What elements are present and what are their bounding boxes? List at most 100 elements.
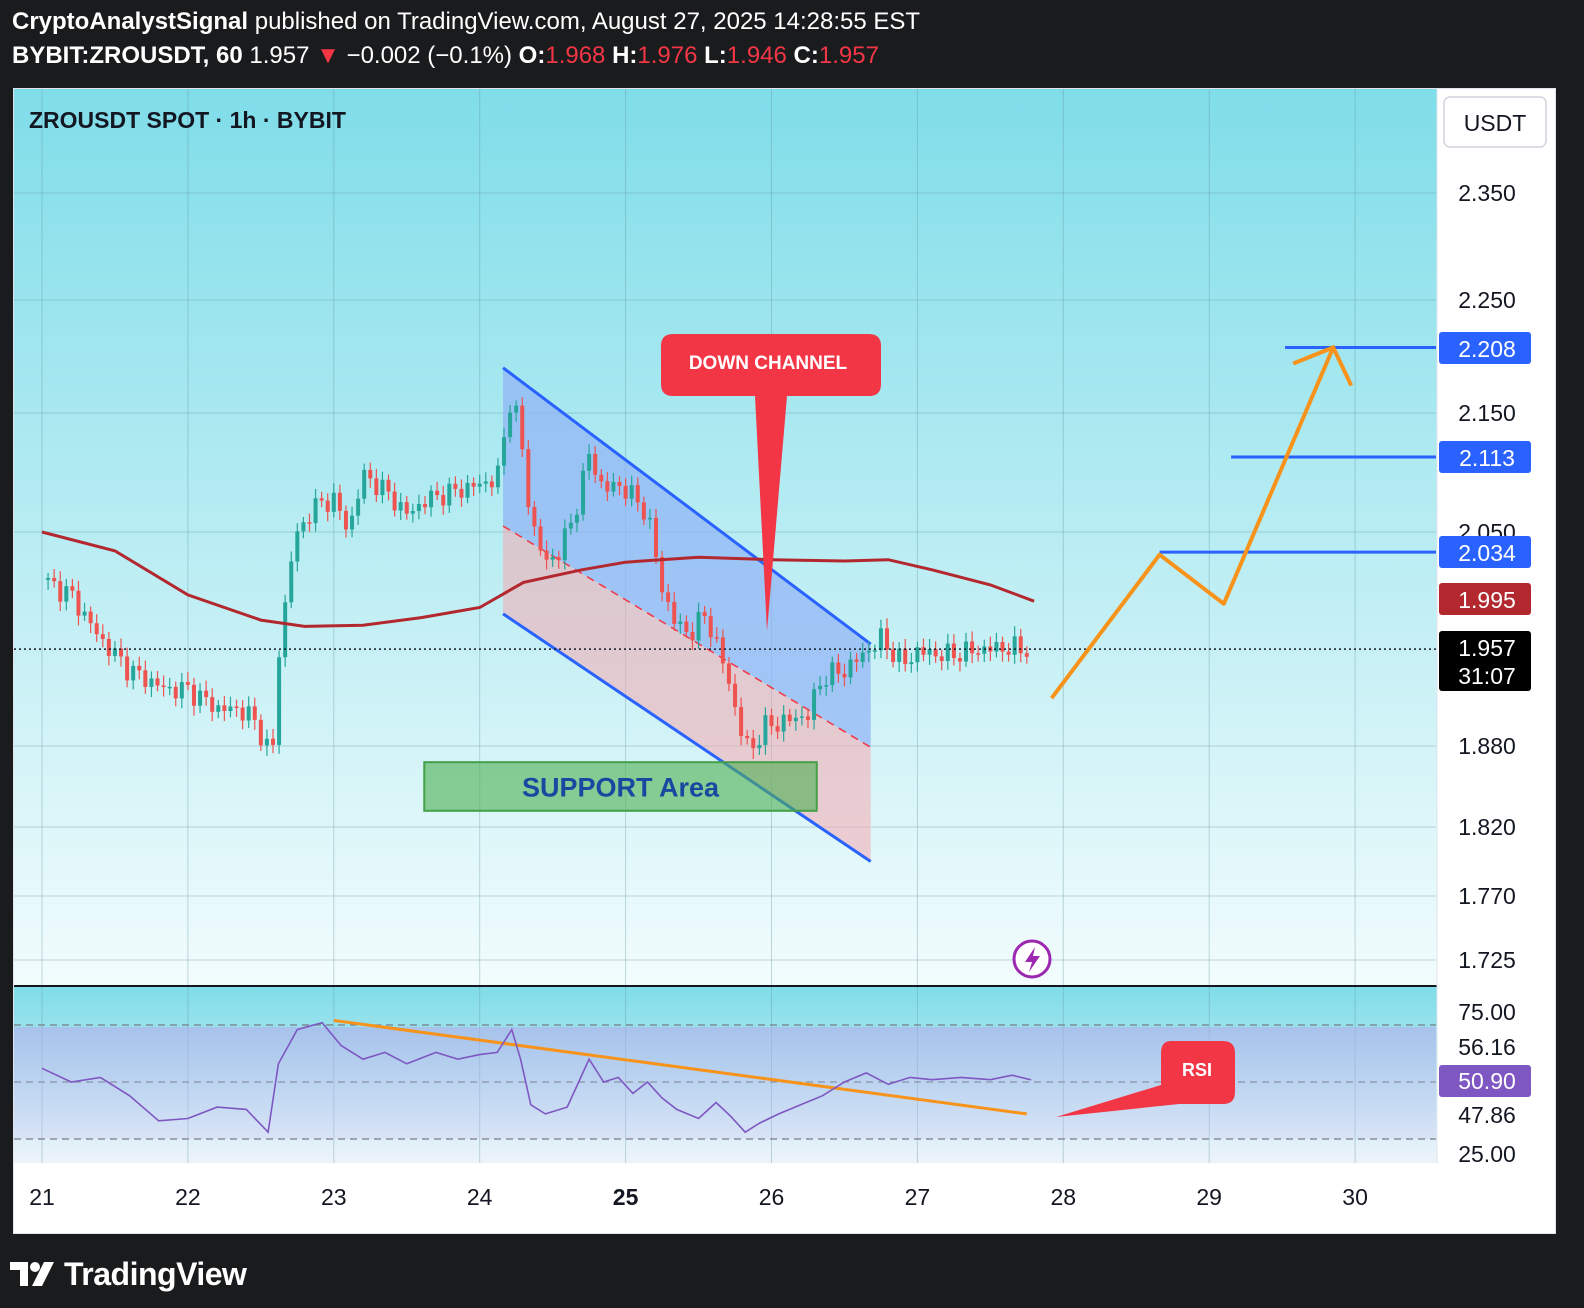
- symbol-info: BYBIT:ZROUSDT, 60 1.957 ▼ −0.002 (−0.1%)…: [12, 42, 879, 70]
- candle-body: [757, 744, 762, 749]
- tradingview-logo[interactable]: TradingView: [10, 1254, 247, 1294]
- candle-body: [891, 649, 896, 663]
- support-rectangle[interactable]: [423, 761, 818, 812]
- candle-body: [696, 611, 701, 641]
- candle-body: [416, 504, 421, 511]
- candle-body: [684, 621, 689, 632]
- time-tick-label: 21: [29, 1184, 55, 1210]
- candle-body: [240, 707, 245, 721]
- down-channel-callout[interactable]: DOWN CHANNEL: [661, 334, 881, 631]
- candle-body: [1024, 653, 1029, 657]
- price-axis[interactable]: [1437, 89, 1555, 1163]
- badge-last: [1439, 631, 1531, 691]
- projection-line: [1050, 346, 1336, 700]
- candle-body: [775, 726, 780, 732]
- time-axis[interactable]: 21 22 23 24 25 26 27 28 29 30: [29, 1184, 1368, 1210]
- candle-body: [526, 449, 531, 508]
- publish-info: CryptoAnalystSignal published on Trading…: [12, 8, 920, 36]
- candle-body: [331, 492, 336, 512]
- candle-body: [88, 611, 93, 624]
- candle-body: [94, 623, 99, 635]
- candle-body: [860, 652, 865, 662]
- rsi-value-1-box: [1439, 1031, 1531, 1063]
- support-zone[interactable]: SUPPORT Area: [423, 761, 818, 812]
- projection-arrowhead: [1292, 344, 1354, 387]
- rsi-trendline[interactable]: [333, 1018, 1028, 1116]
- candle-body: [957, 658, 962, 662]
- candle-body: [903, 648, 908, 665]
- candle-body: [568, 522, 573, 529]
- chart-title-text: ZROUSDT SPOT · 1h · BYBIT: [29, 107, 346, 133]
- badge-target-3-text: 2.208: [1458, 336, 1516, 362]
- candle-body: [666, 592, 671, 603]
- channel-upper-line: [502, 366, 872, 646]
- candle-body: [258, 719, 263, 746]
- candle-body: [307, 522, 312, 524]
- candle-body: [52, 577, 57, 582]
- tradingview-logo-icon: [10, 1262, 54, 1286]
- candle-body: [653, 517, 658, 558]
- candle-body: [818, 685, 823, 690]
- candle-body: [246, 706, 251, 721]
- candle-body: [739, 707, 744, 736]
- candle-body: [532, 507, 537, 527]
- candle-body: [951, 643, 956, 659]
- candle-body: [933, 649, 938, 657]
- candle-body: [100, 634, 105, 639]
- candle-body: [131, 665, 136, 681]
- moving-average-line[interactable]: [41, 530, 1035, 628]
- candle-body: [46, 577, 51, 580]
- rsi-callout-bubble: [1056, 1041, 1235, 1117]
- candle-body: [635, 485, 640, 503]
- candle-body: [76, 590, 81, 616]
- alert-icon[interactable]: [1012, 939, 1052, 979]
- rsi-callout[interactable]: RSI: [1056, 1041, 1235, 1117]
- channel-lower-line: [502, 612, 872, 863]
- symbol-label[interactable]: BYBIT:ZROUSDT, 60: [12, 42, 243, 69]
- rsi-value-3: 47.86: [1458, 1102, 1516, 1128]
- candle-body: [295, 531, 300, 562]
- projection-path[interactable]: [1050, 344, 1354, 700]
- target-lines[interactable]: [1159, 345, 1436, 554]
- candle-body: [647, 517, 652, 520]
- price-tick-label: 2.250: [1458, 287, 1516, 313]
- time-tick-label: 25: [613, 1184, 639, 1210]
- candle-body: [447, 483, 452, 506]
- candle-body: [927, 649, 932, 655]
- candle-body: [441, 495, 446, 506]
- rsi-lower-level: 25.00: [1458, 1141, 1516, 1167]
- candle-body: [471, 482, 476, 487]
- candle-body: [805, 716, 810, 720]
- price-tick-label: 1.725: [1458, 947, 1516, 973]
- candle-body: [781, 714, 786, 732]
- chart-frame[interactable]: SUPPORT Area DOWN CHANNEL RSI ZROUSDT SP…: [13, 88, 1556, 1234]
- candle-body: [824, 685, 829, 687]
- candle-body: [234, 706, 239, 709]
- candle-body: [191, 684, 196, 706]
- candle-body: [854, 659, 859, 662]
- currency-button-box[interactable]: [1443, 96, 1547, 148]
- candle-body: [404, 502, 409, 514]
- candle-body: [842, 673, 847, 678]
- candle-body: [119, 648, 124, 657]
- open-value: 1.968: [545, 42, 606, 69]
- rsi-callout-label: RSI: [1182, 1060, 1212, 1080]
- candle-body: [216, 705, 221, 712]
- candle-body: [210, 697, 215, 712]
- candle-body: [1006, 651, 1011, 655]
- candle-body: [343, 510, 348, 530]
- author-name[interactable]: CryptoAnalystSignal: [12, 8, 249, 35]
- price-chart[interactable]: SUPPORT Area DOWN CHANNEL RSI ZROUSDT SP…: [14, 89, 1555, 1233]
- candle-body: [453, 483, 458, 489]
- rsi-line[interactable]: [41, 1021, 1032, 1134]
- candle-body: [70, 586, 75, 591]
- currency-button[interactable]: USDT: [1443, 96, 1547, 148]
- candle-body: [976, 653, 981, 655]
- candle-body: [921, 647, 926, 655]
- candle-body: [264, 738, 269, 746]
- candle-body: [605, 481, 610, 492]
- rsi-value-1: 56.16: [1458, 1034, 1516, 1060]
- candle-body: [222, 705, 227, 712]
- rsi-value-2-box: [1439, 1065, 1531, 1097]
